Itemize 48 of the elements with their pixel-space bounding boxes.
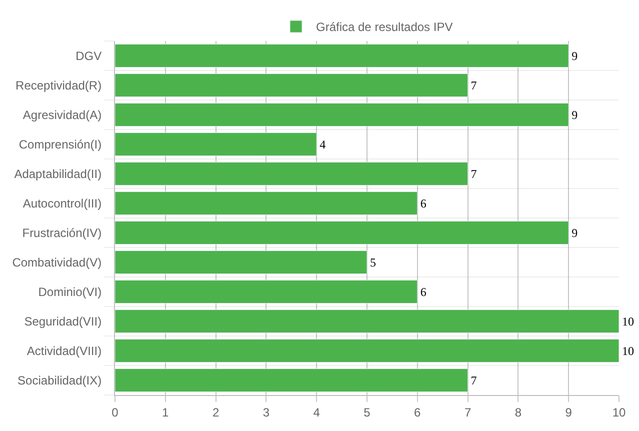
bar: [115, 250, 368, 274]
data-label: 6: [420, 196, 426, 210]
data-label: 9: [572, 108, 578, 122]
bar: [115, 310, 619, 333]
y-tick-label: Actividad(VIII): [26, 344, 102, 358]
y-tick-label: Frustración(IV): [22, 226, 102, 240]
x-tick-label: 8: [514, 405, 522, 420]
bar: [115, 339, 619, 362]
y-tick-label: Dominio(VI): [38, 284, 102, 299]
bar: [115, 44, 569, 68]
x-tick-label: 3: [262, 405, 270, 420]
y-tick-label: Adaptabilidad(II): [14, 166, 102, 181]
x-tick-label: 4: [313, 405, 320, 420]
x-tick-label: 7: [464, 405, 472, 420]
y-tick-label: Seguridad(VII): [24, 314, 102, 328]
x-tick-label: 2: [212, 405, 220, 420]
data-label: 7: [470, 78, 477, 92]
x-tick-label: 10: [612, 405, 626, 420]
bar: [115, 368, 468, 392]
data-label: 4: [320, 137, 326, 152]
bar: [115, 221, 569, 245]
data-label: 5: [370, 255, 376, 270]
data-label: 9: [572, 48, 578, 63]
y-tick-label: Agresividad(A): [22, 108, 102, 122]
y-tick-label: Receptividad(R): [16, 78, 102, 92]
y-tick-label: Comprensión(I): [18, 137, 102, 152]
x-tick-label: 6: [414, 405, 422, 420]
data-label: 7: [470, 166, 477, 181]
data-label: 10: [622, 314, 634, 328]
bar: [115, 280, 418, 304]
bar: [115, 192, 418, 216]
data-label: 7: [470, 373, 477, 388]
y-tick-label: Combatividad(V): [12, 255, 102, 270]
y-tick-label: Sociabilidad(IX): [18, 373, 102, 388]
bar: [115, 74, 468, 98]
y-tick-label: DGV: [76, 48, 102, 63]
data-label: 10: [622, 344, 634, 358]
bar: [115, 103, 569, 127]
bar: [115, 162, 468, 186]
data-label: 9: [572, 226, 578, 240]
x-tick-label: 9: [565, 405, 572, 420]
x-tick-label: 0: [112, 405, 119, 420]
legend-label: Gráfica de resultados IPV: [316, 20, 453, 34]
x-tick-label: 5: [364, 405, 371, 420]
bar: [115, 132, 317, 156]
data-label: 6: [420, 284, 426, 299]
y-tick-label: Autocontrol(III): [22, 196, 102, 210]
x-tick-label: 1: [162, 405, 170, 420]
